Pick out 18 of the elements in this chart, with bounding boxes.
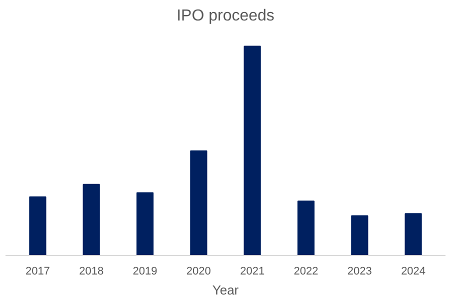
bar [82,184,100,256]
bar [297,200,315,256]
bar [404,213,422,256]
bar [190,150,208,256]
x-tick-label: 2023 [347,266,372,278]
x-tick-label: 2019 [132,266,158,278]
bar [351,215,368,256]
x-tick-label: 2017 [25,266,50,278]
bar [244,46,261,256]
x-axis-title: Year [212,282,240,298]
bar [136,192,154,256]
x-tick-label: 2018 [79,266,104,278]
x-tick-label: 2022 [294,266,318,278]
x-tick-label: 2021 [240,266,265,278]
x-tick-label: 2020 [186,266,211,278]
bar [29,196,46,256]
x-tick-label: 2024 [401,266,426,278]
chart-title: IPO proceeds [176,8,274,24]
